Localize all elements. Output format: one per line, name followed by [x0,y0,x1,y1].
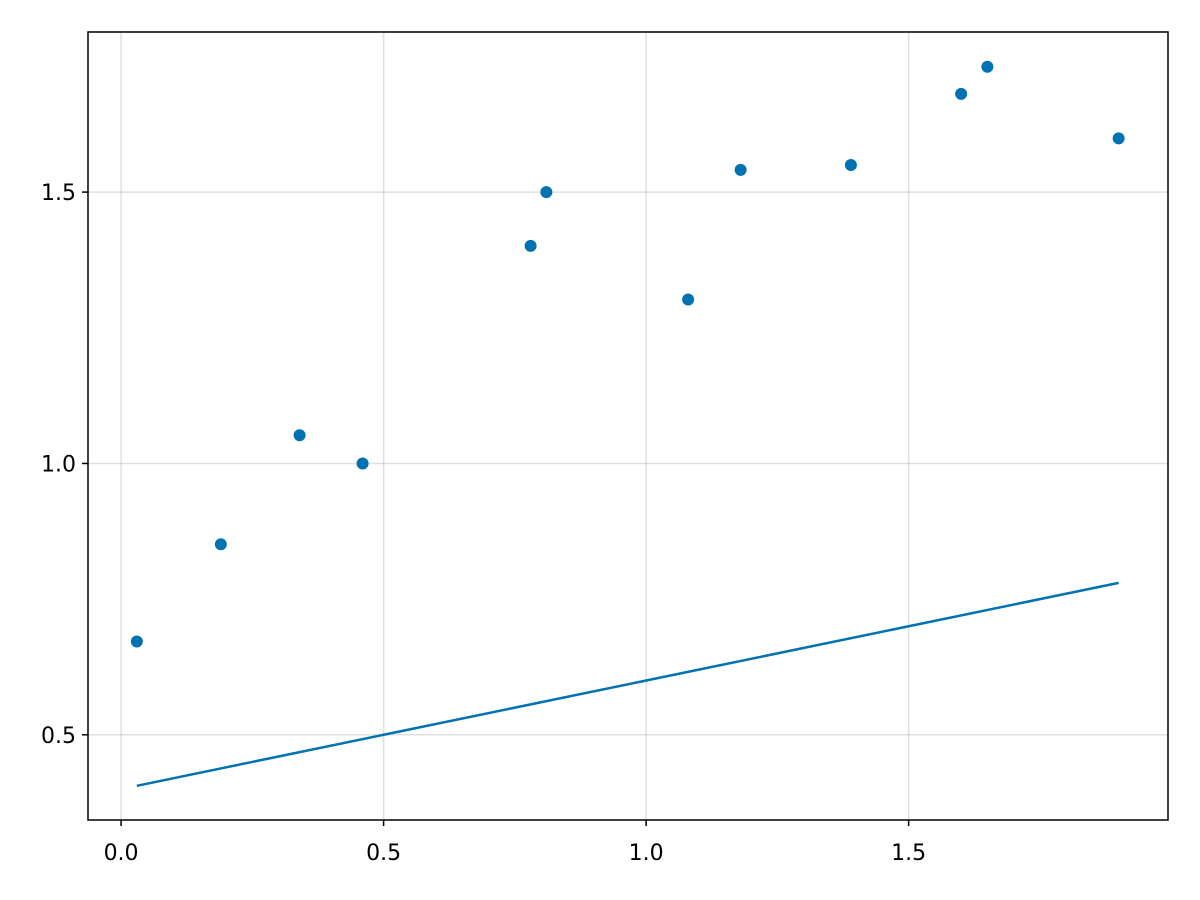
scatter-point [1112,132,1125,145]
y-tick-label: 0.5 [41,724,76,749]
x-tick-label: 1.5 [891,841,926,866]
scatter-point [981,60,994,73]
y-tick-label: 1.0 [41,452,76,477]
scatter-point [293,429,306,442]
scatter-point [540,186,553,199]
scatter-point [955,87,968,100]
scatter-point [734,163,747,176]
x-tick-label: 1.0 [629,841,664,866]
scatter-point [682,293,695,306]
scatter-point [524,239,537,252]
y-tick-label: 1.5 [41,181,76,206]
line [136,581,1119,788]
x-tick-label: 0.5 [366,841,401,866]
scatter-point [844,158,857,171]
plot-frame [87,31,1169,821]
x-tick-label: 0.0 [104,841,139,866]
scatter-point [356,457,369,470]
scatter-point [214,538,227,551]
scatter-point [130,635,143,648]
